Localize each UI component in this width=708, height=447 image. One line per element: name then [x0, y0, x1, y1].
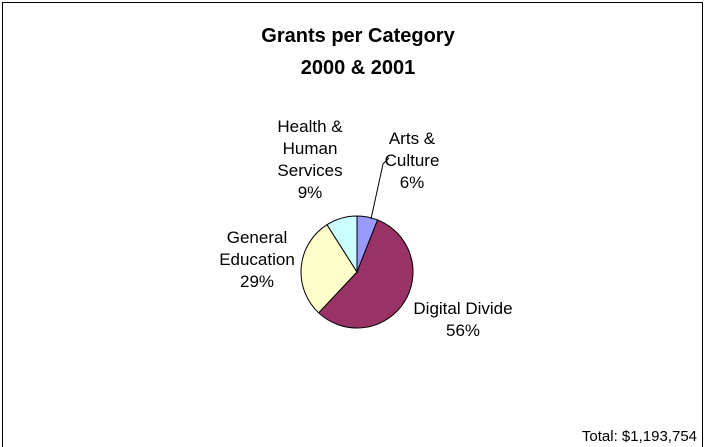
leader-line-arts-culture-tick [382, 157, 390, 165]
slice-label-health-human-services: Health & Human Services 9% [277, 117, 343, 202]
slice-percent-label: 29% [240, 272, 274, 291]
slice-label-general-education: General Education 29% [219, 228, 295, 291]
total-footnote: Total: $1,193,754 [582, 428, 697, 445]
slice-name-line: Education [219, 250, 295, 269]
pie-slices [300, 215, 414, 329]
slice-name-line: Human [283, 139, 338, 158]
chart-title-line-2: 2000 & 2001 [301, 57, 416, 79]
slice-label-arts-culture: Arts & Culture 6% [385, 129, 440, 192]
pie-slice-digital-divide [317, 219, 414, 329]
slice-name-line: General [227, 228, 287, 247]
slice-percent-label: 9% [298, 183, 323, 202]
slice-labels: Arts & Culture 6% Digital Divide 56% General E… [219, 117, 512, 340]
slice-name-line: Services [277, 161, 342, 180]
pie-slice-general-education [300, 224, 358, 314]
slice-label-digital-divide: Digital Divide 56% [413, 299, 512, 340]
slice-name-line: Culture [385, 151, 440, 170]
slice-percent-label: 6% [400, 173, 425, 192]
leader-line-arts-culture [370, 163, 384, 220]
slice-name-line: Arts & [389, 129, 436, 148]
slice-name-line: Digital Divide [413, 299, 512, 318]
slice-name-line: Health & [277, 117, 343, 136]
chart-title-line-1: Grants per Category [261, 25, 455, 47]
pie-slice-health-human-services [326, 215, 358, 274]
slice-percent-label: 56% [446, 321, 480, 340]
